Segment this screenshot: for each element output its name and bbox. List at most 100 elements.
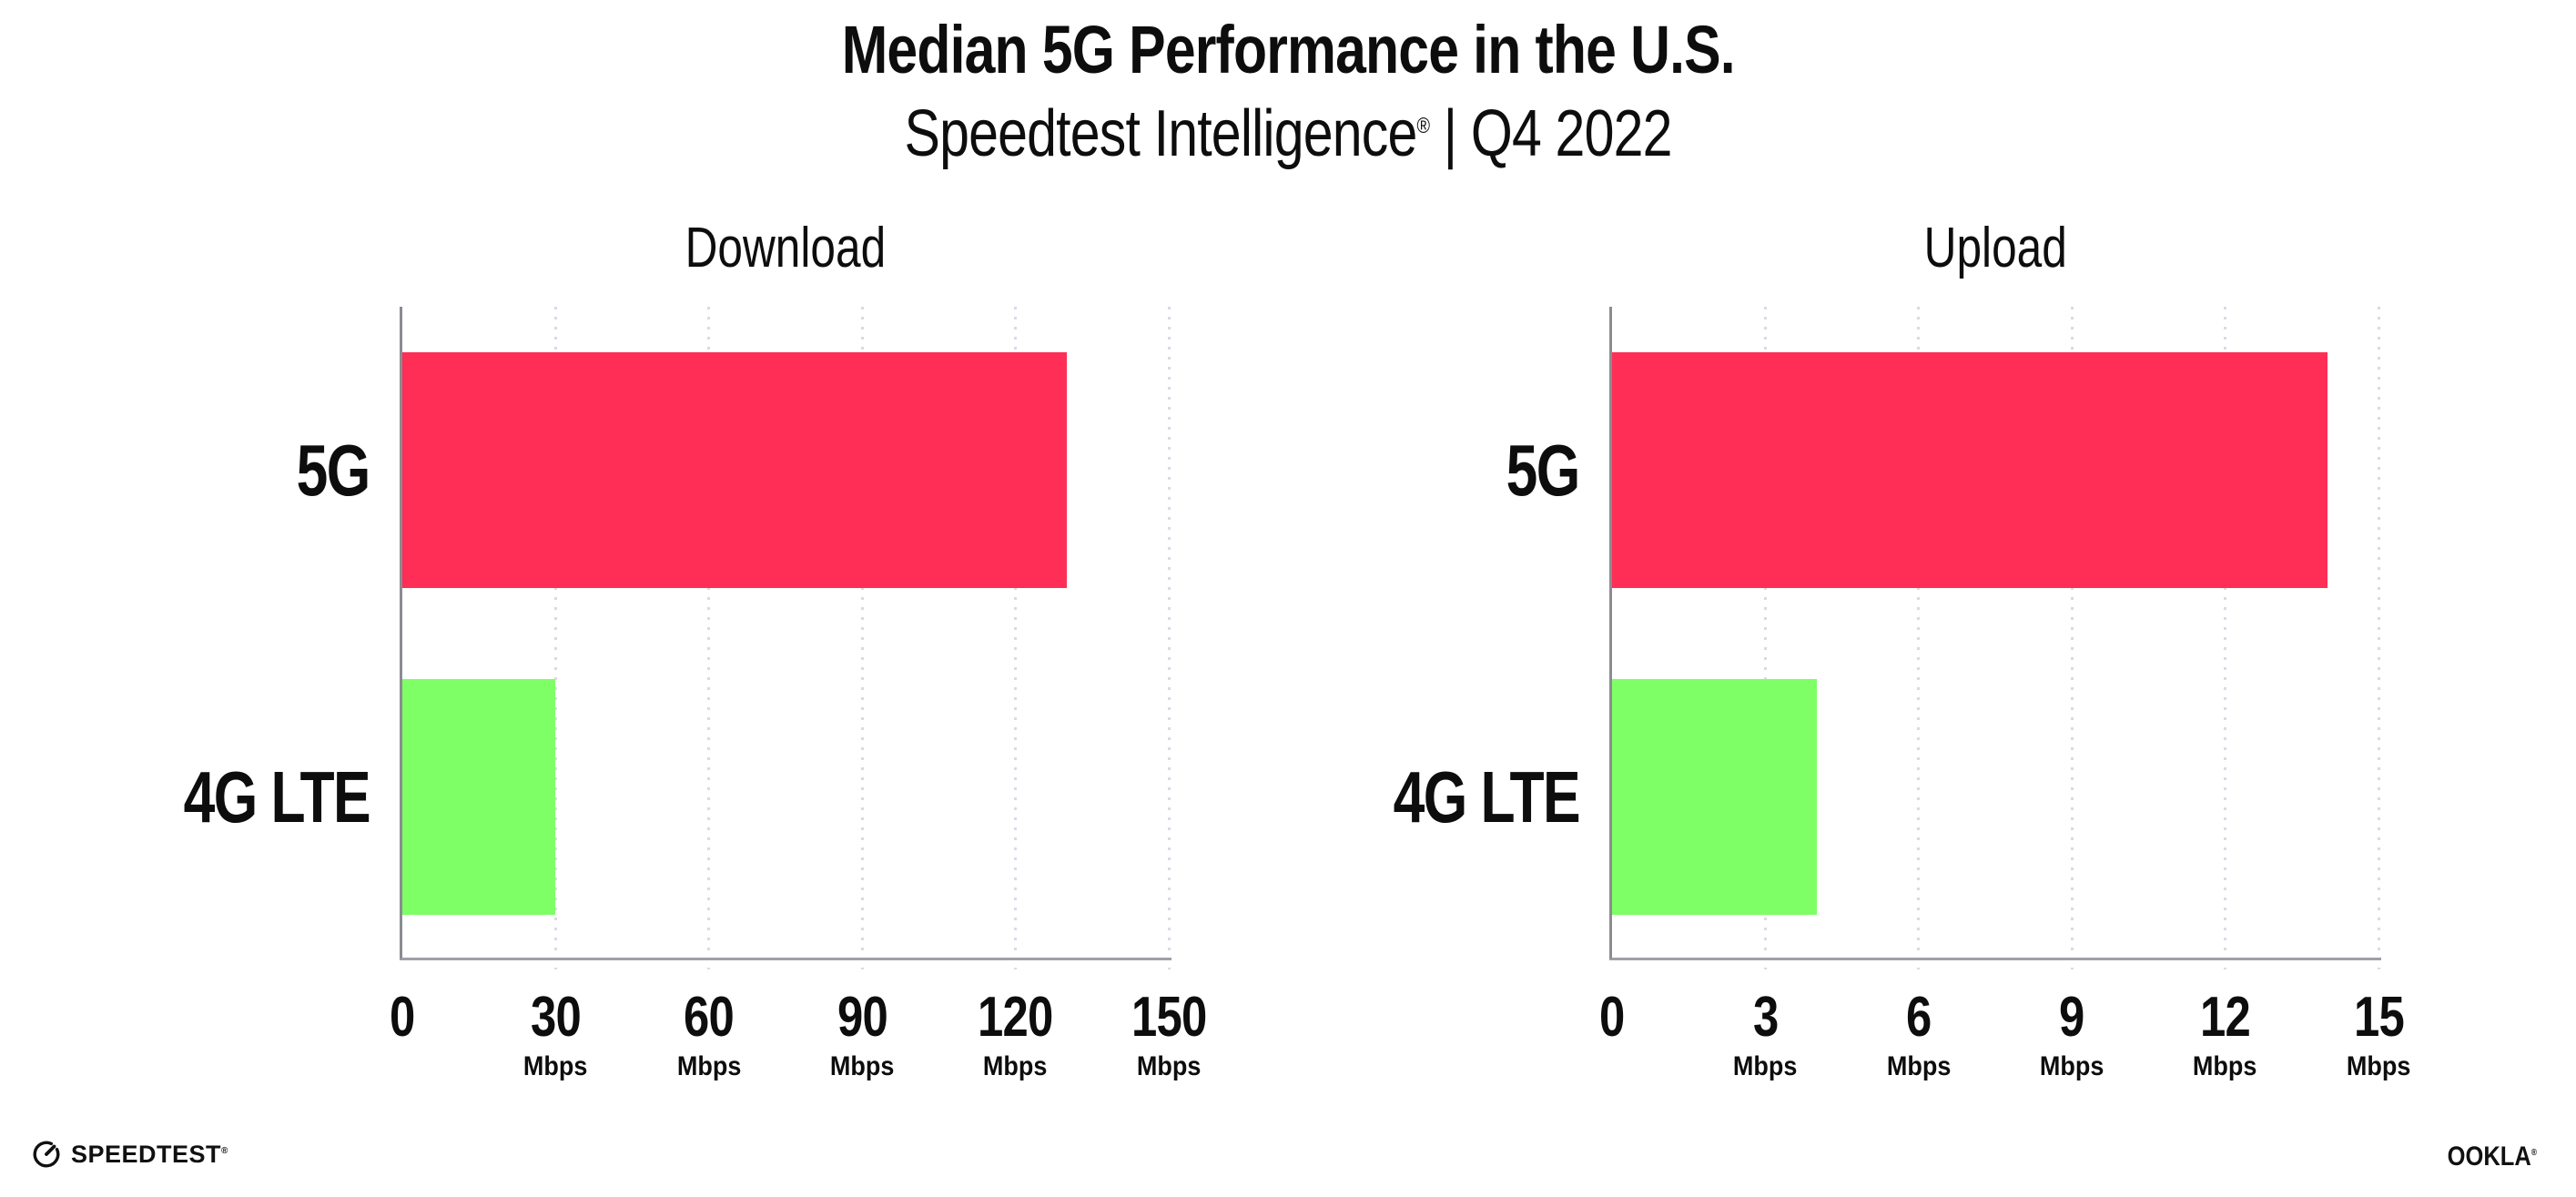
y-axis-spine bbox=[400, 307, 402, 959]
tick-unit-text: Mbps bbox=[2039, 1051, 2104, 1081]
tick-value-text: 30 bbox=[530, 986, 582, 1049]
tick-value: 120 bbox=[925, 989, 1107, 1046]
tick-unit-text: Mbps bbox=[1136, 1051, 1202, 1081]
tick-unit-text: Mbps bbox=[523, 1051, 588, 1081]
category-label-text: 5G bbox=[296, 429, 371, 511]
tick-value-text: 90 bbox=[837, 986, 888, 1049]
tick-value: 3 bbox=[1674, 989, 1856, 1046]
ookla-logo: OOKLA® bbox=[2439, 1141, 2545, 1172]
speedtest-logo: SPEEDTEST® bbox=[31, 1138, 228, 1171]
tick-value: 12 bbox=[2135, 989, 2317, 1046]
tick-label-30: 30 Mbps bbox=[464, 989, 646, 1080]
tick-label-6: 6 Mbps bbox=[1828, 989, 2010, 1080]
tick-unit-text: Mbps bbox=[1886, 1051, 1952, 1081]
chart-title-text: Download bbox=[685, 217, 887, 279]
tick-unit: Mbps bbox=[618, 1053, 800, 1080]
tick-unit: Mbps bbox=[1981, 1053, 2163, 1080]
tick-label-3: 3 Mbps bbox=[1674, 989, 1856, 1080]
category-label-5g: 5G bbox=[142, 352, 371, 588]
gridline-90 bbox=[860, 307, 864, 969]
subtitle-period: | Q4 2022 bbox=[1443, 97, 1673, 170]
tick-label-0: 0 bbox=[1521, 989, 1703, 1046]
category-label-text: 5G bbox=[1506, 429, 1581, 511]
x-axis-line bbox=[400, 958, 1171, 960]
tick-unit: Mbps bbox=[2287, 1053, 2470, 1080]
tick-value: 15 bbox=[2287, 989, 2470, 1046]
category-label-5g: 5G bbox=[1352, 352, 1581, 588]
gridline-3 bbox=[1763, 307, 1767, 969]
download-chart-plot: 5G 4G LTE 0 30 Mbps 60 Mbps 90 Mbps 120 Mbps 150 Mbp… bbox=[184, 307, 1207, 1080]
tick-value-text: 3 bbox=[1752, 986, 1779, 1049]
tick-value: 0 bbox=[311, 989, 493, 1046]
speedtest-wordmark: SPEEDTEST® bbox=[71, 1140, 228, 1168]
category-label-text: 4G LTE bbox=[183, 756, 371, 837]
bar-4g-lte bbox=[1612, 679, 1817, 915]
page-subtitle: Speedtest Intelligence® | Q4 2022 bbox=[0, 97, 2576, 170]
tick-value: 60 bbox=[618, 989, 800, 1046]
speedtest-gauge-icon bbox=[33, 1141, 60, 1168]
chart-title-download: Download bbox=[402, 220, 1169, 277]
chart-title-upload: Upload bbox=[1612, 220, 2378, 277]
tick-unit: Mbps bbox=[1078, 1053, 1260, 1080]
tick-label-15: 15 Mbps bbox=[2287, 989, 2470, 1080]
tick-label-12: 12 Mbps bbox=[2135, 989, 2317, 1080]
tick-unit-text: Mbps bbox=[1733, 1051, 1798, 1081]
gridline-9 bbox=[2070, 307, 2074, 969]
page-title-text: Median 5G Performance in the U.S. bbox=[841, 12, 1735, 87]
tick-value: 6 bbox=[1828, 989, 2010, 1046]
category-label-text: 4G LTE bbox=[1393, 756, 1581, 837]
tick-value-text: 9 bbox=[2059, 986, 2084, 1049]
tick-label-0: 0 bbox=[311, 989, 493, 1046]
registered-mark-icon: ® bbox=[1416, 114, 1430, 138]
tick-value: 0 bbox=[1521, 989, 1703, 1046]
gridline-30 bbox=[553, 307, 557, 969]
ookla-wordmark: OOKLA® bbox=[2447, 1141, 2538, 1172]
tick-label-9: 9 Mbps bbox=[1981, 989, 2163, 1080]
tick-unit-text: Mbps bbox=[2346, 1051, 2411, 1081]
speedtest-registered-mark: ® bbox=[221, 1145, 228, 1156]
gridline-60 bbox=[707, 307, 711, 969]
tick-value-text: 0 bbox=[1599, 986, 1625, 1049]
subtitle-brand: Speedtest Intelligence bbox=[904, 97, 1417, 170]
tick-unit-text: Mbps bbox=[676, 1051, 742, 1081]
tick-value-text: 15 bbox=[2353, 986, 2405, 1049]
tick-unit: Mbps bbox=[1674, 1053, 1856, 1080]
tick-unit: Mbps bbox=[464, 1053, 646, 1080]
tick-value-text: 0 bbox=[390, 986, 415, 1049]
upload-chart-plot: 5G 4G LTE 0 3 Mbps 6 Mbps 9 Mbps 12 Mbps 15 Mbps bbox=[1394, 307, 2410, 1080]
tick-value: 9 bbox=[1981, 989, 2163, 1046]
gridline-150 bbox=[1167, 307, 1171, 969]
tick-value-text: 120 bbox=[978, 986, 1053, 1049]
tick-unit: Mbps bbox=[771, 1053, 953, 1080]
gridline-6 bbox=[1917, 307, 1921, 969]
tick-label-90: 90 Mbps bbox=[771, 989, 953, 1080]
tick-unit: Mbps bbox=[925, 1053, 1107, 1080]
chart-title-text: Upload bbox=[1923, 217, 2067, 279]
tick-label-120: 120 Mbps bbox=[925, 989, 1107, 1080]
tick-value: 150 bbox=[1078, 989, 1260, 1046]
tick-value-text: 150 bbox=[1131, 986, 1207, 1049]
tick-unit-text: Mbps bbox=[2193, 1051, 2257, 1081]
category-label-4g-lte: 4G LTE bbox=[1352, 679, 1581, 915]
tick-unit: Mbps bbox=[1828, 1053, 2010, 1080]
tick-value-text: 60 bbox=[684, 986, 735, 1049]
tick-label-60: 60 Mbps bbox=[618, 989, 800, 1080]
bar-4g-lte bbox=[402, 679, 556, 915]
tick-unit: Mbps bbox=[2135, 1053, 2317, 1080]
bar-5g bbox=[1612, 352, 2328, 588]
page-title: Median 5G Performance in the U.S. bbox=[0, 16, 2576, 84]
tick-label-150: 150 Mbps bbox=[1078, 989, 1260, 1080]
ookla-registered-mark: ® bbox=[2531, 1148, 2538, 1158]
gridline-15 bbox=[2377, 307, 2380, 969]
tick-unit-text: Mbps bbox=[983, 1051, 1048, 1081]
gridline-120 bbox=[1014, 307, 1018, 969]
tick-value: 90 bbox=[771, 989, 953, 1046]
tick-value-text: 6 bbox=[1906, 986, 1932, 1049]
tick-unit-text: Mbps bbox=[829, 1051, 895, 1081]
tick-value-text: 12 bbox=[2200, 986, 2251, 1049]
gridline-12 bbox=[2224, 307, 2227, 969]
y-axis-spine bbox=[1609, 307, 1612, 959]
bar-5g bbox=[402, 352, 1067, 588]
tick-value: 30 bbox=[464, 989, 646, 1046]
